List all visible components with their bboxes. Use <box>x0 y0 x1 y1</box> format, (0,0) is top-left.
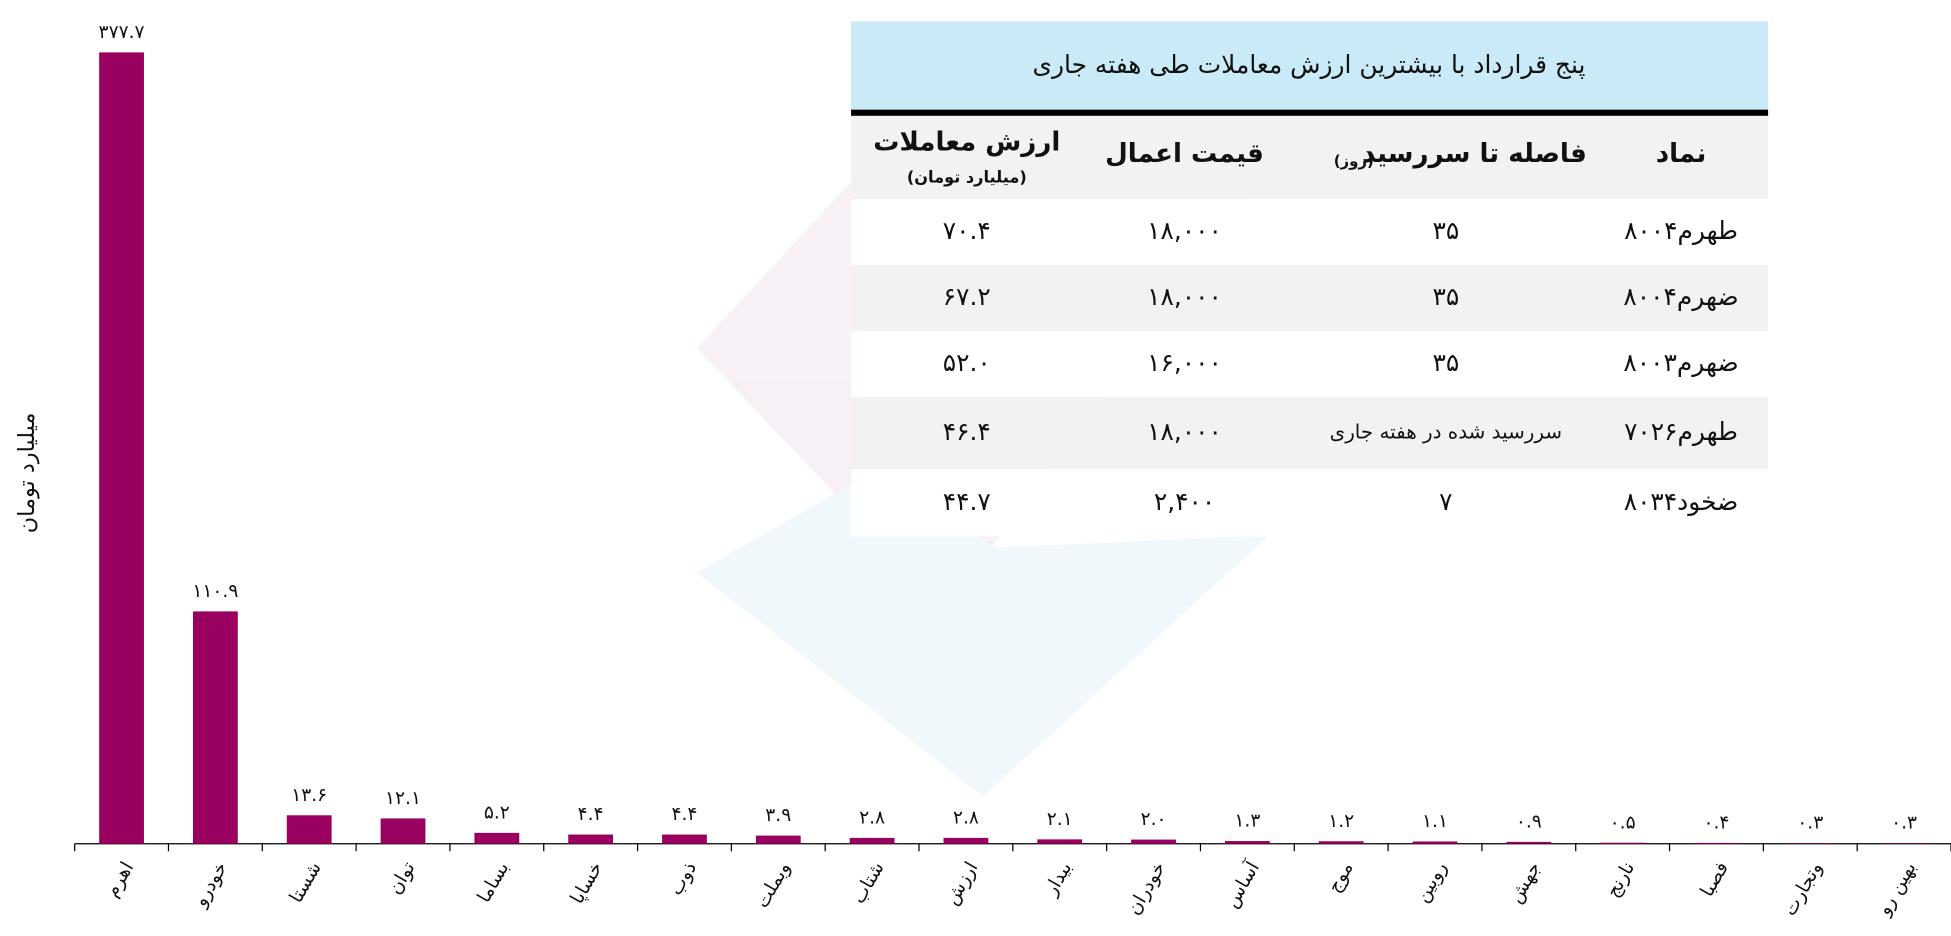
table-cell: طهرم۸۰۰۴ <box>1624 216 1738 246</box>
table-cell: ۳۵ <box>1432 348 1459 377</box>
value-label: ۰.۵ <box>1610 812 1636 833</box>
table-cell: طهرم۷۰۲۶ <box>1624 417 1738 447</box>
table: پنج قرارداد با بیشترین ارزش معاملات طی ه… <box>851 21 1769 537</box>
value-label: ۱۱۰.۹ <box>192 581 238 602</box>
x-tick-label: بهین رو <box>1873 858 1920 919</box>
bar <box>755 835 801 844</box>
x-tick-label: اهرم <box>101 858 138 900</box>
table-cell: سررسید شده در هفته جاری <box>1330 421 1562 444</box>
y-axis-label: میلیارد تومان <box>14 413 40 534</box>
x-tick-label: نارنج <box>1602 858 1639 901</box>
table-header-unit: (میلیارد تومان) <box>907 168 1027 187</box>
bar <box>1694 842 1739 844</box>
x-tick-label: آساس <box>1219 857 1264 912</box>
value-label: ۱.۲ <box>1328 811 1354 832</box>
bar <box>380 818 426 844</box>
x-tick-label: وتجارت <box>1779 858 1826 919</box>
table-cell: ۴۴.۷ <box>943 487 991 516</box>
bar <box>849 837 895 844</box>
table-row-bg <box>851 397 1769 470</box>
bar <box>568 834 614 844</box>
bar <box>662 834 707 844</box>
table-row-bg <box>851 199 1769 266</box>
value-label: ۴.۴ <box>578 804 604 825</box>
x-tick-label: روبین <box>1412 858 1452 906</box>
x-tick-label: فصبا <box>1697 858 1733 900</box>
table-cell: ضخود۸۰۳۴ <box>1624 487 1739 516</box>
bar <box>286 815 332 844</box>
table-cell: ۱۶,۰۰۰ <box>1147 348 1222 377</box>
table-header-bg <box>851 115 1769 200</box>
value-label: ۱۳.۶ <box>291 785 327 806</box>
table-cell: ۷۰.۴ <box>943 216 991 245</box>
table-cell: ضهرم۸۰۰۴ <box>1623 282 1738 312</box>
value-label: ۱.۳ <box>1234 811 1260 832</box>
x-tick-label: ارزش <box>941 858 982 908</box>
bar <box>474 832 520 844</box>
x-tick-label: بساما <box>474 858 514 906</box>
table-row-bg <box>851 331 1769 398</box>
value-label: ۲.۸ <box>859 807 885 828</box>
table-cell: ۲,۴۰۰ <box>1154 487 1215 516</box>
table-cell: ۱۸,۰۰۰ <box>1147 417 1222 446</box>
table-title: پنج قرارداد با بیشترین ارزش معاملات طی ه… <box>1033 50 1586 80</box>
x-tick-label: وبملت <box>752 858 795 911</box>
table-cell: ۶۷.۲ <box>943 282 991 311</box>
value-label: ۰.۹ <box>1516 811 1542 832</box>
table-row-bg <box>851 265 1769 332</box>
bar <box>1787 843 1833 844</box>
table-cell: ۱۸,۰۰۰ <box>1147 216 1222 245</box>
bar <box>1600 842 1646 844</box>
table-cell: ۴۶.۴ <box>943 417 991 446</box>
value-label: ۰.۳ <box>1891 813 1917 834</box>
value-label: ۰.۴ <box>1703 813 1729 834</box>
table-header-unit: (روز) <box>1334 152 1374 170</box>
bar <box>99 52 144 844</box>
table-cell: ضهرم۸۰۰۳ <box>1623 348 1738 378</box>
x-tick-label: خودرو <box>190 858 232 911</box>
table-cell: ۷ <box>1439 487 1452 516</box>
table-cell: ۳۵ <box>1432 216 1459 245</box>
bar <box>1412 841 1458 844</box>
value-label: ۲.۸ <box>953 807 979 828</box>
bar <box>1224 841 1270 844</box>
value-label: ۰.۳ <box>1797 813 1823 834</box>
value-label: ۲.۰ <box>1141 809 1167 830</box>
table-header: نماد <box>1656 139 1707 169</box>
bar <box>1506 841 1552 844</box>
table-title-bg <box>851 21 1769 110</box>
x-tick-label: خودران <box>1123 858 1170 918</box>
x-tick-label: ذوب <box>665 858 701 899</box>
table-rule <box>851 109 1769 116</box>
value-label: ۱.۱ <box>1422 811 1448 832</box>
bar <box>943 837 989 844</box>
x-tick-label: خساپا <box>567 858 608 907</box>
x-tick-label: شتاب <box>848 858 888 907</box>
table-cell: ۳۵ <box>1432 282 1459 311</box>
value-label: ۳.۹ <box>765 805 791 826</box>
bar <box>1131 839 1176 844</box>
bar <box>1037 839 1083 844</box>
table-header: فاصله تا سررسید <box>1362 139 1587 169</box>
value-label: ۵.۲ <box>484 802 510 823</box>
x-tick-label: بیدار <box>1040 858 1076 900</box>
value-label: ۱۲.۱ <box>385 788 421 809</box>
x-tick-label: توان <box>385 858 420 898</box>
table-cell: ۱۸,۰۰۰ <box>1147 282 1222 311</box>
bar <box>1318 841 1364 844</box>
x-tick-label: شستا <box>286 858 326 906</box>
table-header: ارزش معاملات <box>873 128 1060 158</box>
bar <box>192 611 238 844</box>
table-header: قیمت اعمال <box>1105 139 1264 169</box>
bar <box>1881 843 1927 844</box>
x-tick-label: موج <box>1324 858 1358 896</box>
value-label: ۳۷۷.۷ <box>99 22 145 43</box>
x-tick-label: جهش <box>1505 858 1545 907</box>
table-row-bg <box>851 469 1769 537</box>
value-label: ۴.۴ <box>671 804 697 825</box>
value-label: ۲.۱ <box>1047 809 1073 830</box>
table-cell: ۵۲.۰ <box>943 348 991 377</box>
